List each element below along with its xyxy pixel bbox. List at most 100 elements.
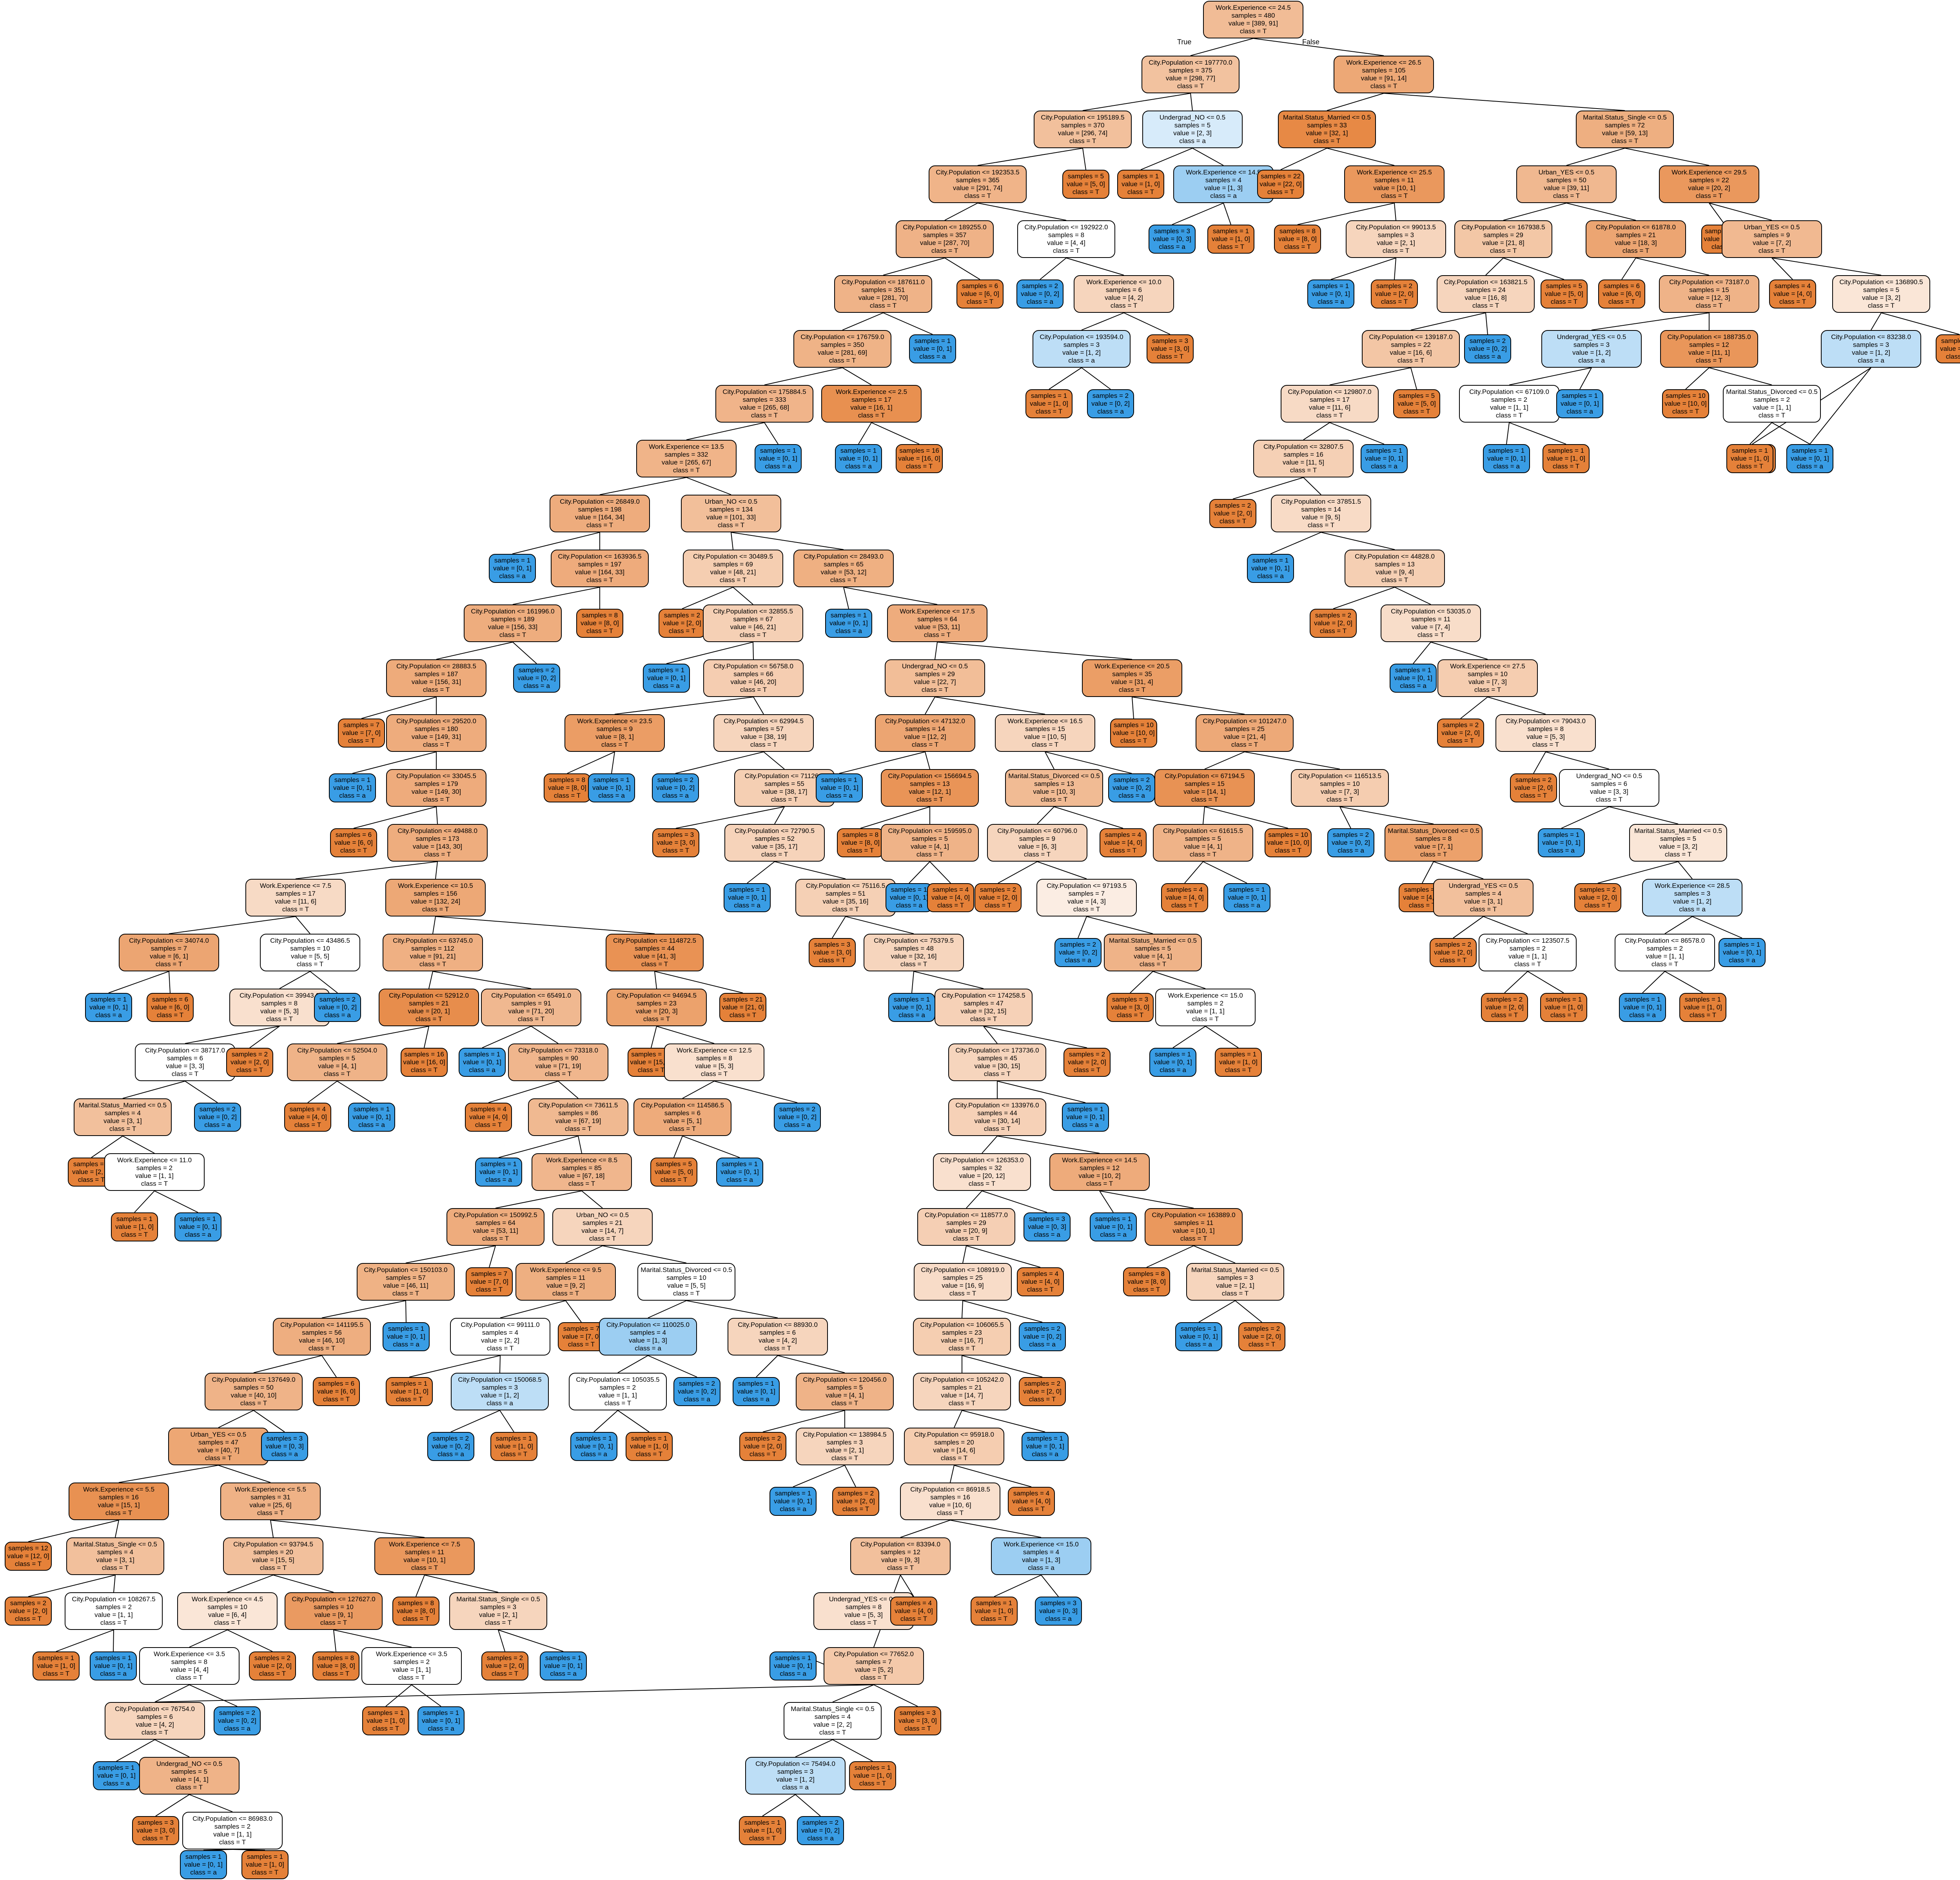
node-samples: samples = 198 bbox=[578, 506, 622, 513]
node-value: value = [1, 0] bbox=[975, 1607, 1013, 1615]
node-class: class = a bbox=[780, 1505, 806, 1513]
node-class: class = T bbox=[1171, 902, 1198, 909]
tree-edge-92-101 bbox=[1132, 697, 1134, 719]
node-class: class = T bbox=[322, 1670, 350, 1677]
tree-edge-194-203 bbox=[682, 1136, 740, 1158]
tree-edge-53-65 bbox=[1506, 422, 1510, 445]
node-value: value = [4, 4] bbox=[1047, 239, 1085, 247]
node-split: City.Population <= 99111.0 bbox=[461, 1321, 540, 1328]
node-value: value = [5, 5] bbox=[667, 1282, 706, 1289]
node-value: value = [9, 4] bbox=[1376, 568, 1414, 576]
node-class: class = T bbox=[1736, 463, 1764, 470]
split-node: Work.Experience <= 14.5 samples = 4 value … bbox=[1173, 165, 1274, 203]
split-node: Work.Experience <= 5.5 samples = 31 value … bbox=[220, 1483, 321, 1520]
node-samples: samples = 6 bbox=[152, 996, 189, 1003]
split-node: City.Population <= 99111.0 samples = 4 val… bbox=[450, 1318, 550, 1356]
node-class: class = T bbox=[1192, 1015, 1219, 1023]
node-samples: samples = 1 bbox=[1154, 1051, 1191, 1058]
node-split: Urban_NO <= 0.5 bbox=[576, 1211, 629, 1219]
node-class: class = T bbox=[1313, 137, 1341, 145]
split-node: City.Population <= 161996.0 samples = 189… bbox=[464, 604, 562, 642]
tree-edge-47-60 bbox=[764, 422, 779, 445]
node-split: City.Population <= 105035.5 bbox=[576, 1376, 660, 1383]
node-samples: samples = 5 bbox=[1067, 172, 1104, 180]
tree-edge-106-119 bbox=[353, 806, 437, 829]
tree-edge-180-192 bbox=[488, 1081, 559, 1103]
split-node: City.Population <= 187611.0 samples = 351… bbox=[834, 275, 932, 313]
node-value: value = [0, 1] bbox=[592, 784, 631, 791]
node-split: City.Population <= 163821.5 bbox=[1444, 278, 1528, 286]
node-value: value = [0, 1] bbox=[94, 1662, 132, 1669]
node-split: Work.Experience <= 3.5 bbox=[153, 1650, 225, 1658]
node-split: City.Population <= 129807.0 bbox=[1288, 388, 1372, 396]
tree-edge-227-238 bbox=[756, 1355, 778, 1377]
node-samples: samples = 2 bbox=[1753, 396, 1790, 403]
node-samples: samples = 3 bbox=[1377, 231, 1414, 239]
node-samples: samples = 4 bbox=[97, 1548, 134, 1556]
tree-edge-124-137 bbox=[909, 861, 930, 884]
node-value: value = [1, 3] bbox=[1204, 184, 1243, 192]
node-class: class = T bbox=[673, 466, 700, 474]
node-value: value = [1, 0] bbox=[495, 1443, 533, 1450]
node-value: value = [1, 1] bbox=[392, 1666, 431, 1673]
node-value: value = [5, 1] bbox=[663, 1117, 702, 1125]
split-node: City.Population <= 61878.0 samples = 21 va… bbox=[1586, 220, 1686, 258]
node-value: value = [0, 1] bbox=[820, 784, 858, 791]
node-value: value = [1, 1] bbox=[213, 1831, 252, 1838]
node-class: class = T bbox=[499, 631, 526, 639]
node-value: value = [16, 8] bbox=[1465, 294, 1507, 301]
node-value: value = [11, 6] bbox=[1308, 404, 1350, 411]
node-split: City.Population <= 136890.5 bbox=[1839, 278, 1923, 286]
node-class: class = T bbox=[749, 1450, 777, 1458]
node-class: class = T bbox=[729, 1011, 757, 1019]
leaf-node: samples = 6 value = [6, 0] class = T bbox=[147, 993, 194, 1022]
leaf-node: samples = 3 value = [3, 0] class = T bbox=[652, 828, 699, 857]
node-class: class = T bbox=[141, 1729, 169, 1736]
node-value: value = [1, 0] bbox=[630, 1443, 668, 1450]
node-value: value = [71, 19] bbox=[535, 1062, 581, 1070]
tree-edge-240-251 bbox=[962, 1410, 1045, 1432]
split-node: City.Population <= 150103.0 samples = 57 v… bbox=[357, 1263, 455, 1301]
split-node: City.Population <= 139187.0 samples = 22 v… bbox=[1362, 330, 1460, 368]
tree-edge-79-87 bbox=[436, 642, 513, 660]
node-value: value = [0, 1] bbox=[89, 1004, 128, 1011]
node-samples: samples = 10 bbox=[1268, 831, 1308, 838]
tree-edge-284-290 bbox=[116, 1739, 155, 1762]
split-node: Undergrad_NO <= 0.5 samples = 5 value = [2… bbox=[1142, 111, 1243, 148]
node-class: class = T bbox=[916, 851, 944, 858]
tree-edge-284-291 bbox=[154, 1739, 190, 1757]
node-samples: samples = 3 bbox=[481, 1384, 518, 1391]
node-class: class = T bbox=[1474, 686, 1501, 693]
node-class: class = T bbox=[964, 192, 991, 200]
leaf-node: samples = 8 value = [8, 0] class = T bbox=[837, 828, 884, 857]
node-class: class = a bbox=[896, 902, 922, 909]
split-node: City.Population <= 114586.5 samples = 6 va… bbox=[633, 1098, 731, 1136]
node-samples: samples = 10 bbox=[207, 1603, 247, 1611]
node-samples: samples = 2 bbox=[1243, 1325, 1280, 1332]
node-split: City.Population <= 67109.0 bbox=[1469, 388, 1549, 396]
tree-edge-250-256 bbox=[950, 1465, 955, 1483]
tree-edge-221-230 bbox=[1198, 1300, 1236, 1323]
split-node: City.Population <= 163889.0 samples = 11 v… bbox=[1145, 1208, 1243, 1246]
node-value: value = [291, 74] bbox=[953, 184, 1003, 192]
node-split: Marital.Status_Divorced <= 0.5 bbox=[1008, 772, 1100, 780]
node-value: value = [91, 14] bbox=[1361, 74, 1407, 82]
node-value: value = [4, 0] bbox=[931, 894, 970, 901]
leaf-node: samples = 8 value = [8, 0] class = T bbox=[392, 1597, 439, 1626]
tree-edge-39-50 bbox=[1081, 367, 1111, 390]
node-split: Work.Experience <= 4.5 bbox=[191, 1595, 263, 1603]
node-samples: samples = 370 bbox=[1061, 122, 1105, 129]
tree-edge-222-233 bbox=[321, 1355, 337, 1377]
tree-edge-1-3 bbox=[1082, 93, 1191, 111]
node-value: value = [2, 1] bbox=[1377, 239, 1415, 247]
tree-edge-100-113 bbox=[1045, 751, 1054, 769]
node-value: value = [0, 1] bbox=[759, 455, 797, 462]
node-value: value = [164, 34] bbox=[575, 514, 625, 521]
tree-edge-269-281 bbox=[498, 1630, 564, 1652]
split-node: City.Population <= 193594.0 samples = 3 va… bbox=[1033, 330, 1131, 368]
